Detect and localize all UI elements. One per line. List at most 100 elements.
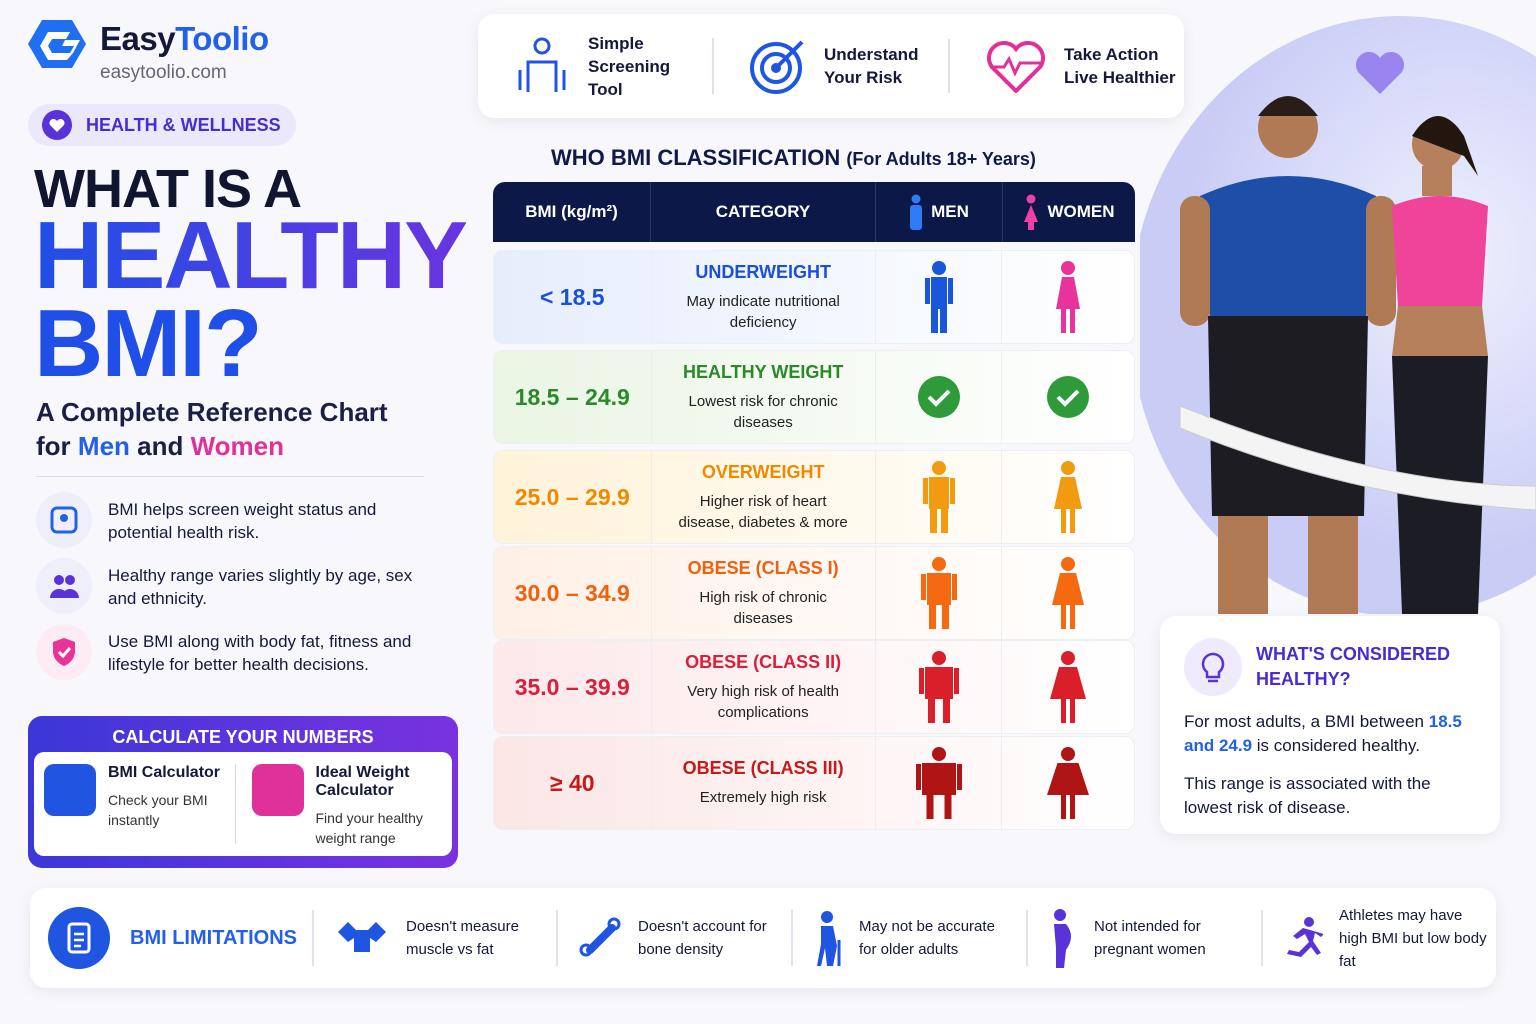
tool[interactable]: BMI Calculator Check your BMI instantly	[44, 764, 236, 844]
figure-head	[1061, 747, 1076, 761]
bmi-cell: < 18.5	[494, 251, 652, 343]
category-name: OVERWEIGHT	[701, 461, 825, 482]
healthy-text: For most adults, a BMI between 18.5 and …	[1184, 710, 1476, 758]
header-cell: MEN	[876, 182, 1003, 242]
men-figure	[924, 261, 953, 333]
scale-icon	[50, 506, 78, 534]
subtitle-prefix: for	[36, 431, 71, 461]
healthy-title-row: WHAT'S CONSIDERED HEALTHY?	[1184, 638, 1476, 696]
limitation-text: Not intended for pregnant women	[1094, 918, 1206, 958]
divider	[36, 476, 424, 477]
women-icon	[1024, 194, 1039, 230]
brand-url: easytoolio.com	[100, 62, 227, 83]
limitation-text: Athletes may have high BMI but low body …	[1339, 906, 1487, 970]
bmi-range: < 18.5	[539, 283, 605, 310]
tool-icon	[44, 764, 96, 816]
limitation-text: Doesn't account for bone density	[638, 918, 767, 958]
women-cell	[1002, 641, 1134, 733]
men-figure	[920, 557, 957, 629]
subtitle-women: Women	[190, 431, 285, 461]
check-mark	[927, 389, 951, 407]
highlights: Simple Screening Tool Understand Your Ri…	[478, 14, 1184, 118]
category-desc: Lowest risk for chronic diseases	[688, 392, 838, 431]
category-desc: Extremely high risk	[699, 789, 827, 806]
figure-body	[1054, 477, 1083, 533]
limitations-header: BMI LIMITATIONS	[30, 907, 312, 969]
figure-body	[1050, 667, 1087, 723]
figure-head	[1061, 461, 1076, 475]
subtitle-joiner: and	[137, 431, 184, 461]
tool[interactable]: Ideal Weight Calculator Find your healthy…	[236, 764, 443, 846]
point-icon	[36, 492, 92, 548]
women-cell	[1002, 451, 1134, 543]
header-text: MEN	[931, 202, 969, 221]
women-figure	[1054, 461, 1083, 533]
point-icon	[36, 624, 92, 680]
bmi-range: 25.0 – 29.9	[514, 483, 630, 510]
figure-head	[931, 557, 946, 571]
check-circle	[917, 376, 960, 418]
men-cell	[876, 351, 1003, 443]
bmi-cell: 35.0 – 39.9	[494, 641, 652, 733]
healthy-note: This range is associated with the lowest…	[1184, 774, 1431, 817]
brand-first: Easy	[100, 20, 176, 57]
figure-head	[931, 747, 946, 761]
header-cell: WOMEN	[1003, 182, 1135, 242]
figure-head	[1061, 651, 1076, 665]
clipboard-icon	[48, 907, 110, 969]
tool-desc: Check your BMI instantly	[108, 792, 208, 828]
hero-art	[1140, 16, 1536, 614]
header-cell: CATEGORY	[651, 182, 876, 242]
table-title-text: WHO BMI CLASSIFICATION	[551, 145, 841, 170]
category-desc: High risk of chronic diseases	[699, 588, 827, 627]
women-figure	[1047, 747, 1090, 819]
brand-name: EasyToolio	[100, 20, 269, 58]
women-cell	[1002, 737, 1134, 829]
check-mark	[1056, 389, 1080, 407]
runner-icon	[1287, 917, 1323, 957]
header-cell: BMI (kg/m²)	[493, 182, 651, 242]
women-figure	[1050, 651, 1087, 723]
tool-name: BMI Calculator	[108, 764, 221, 781]
figure-head	[931, 651, 946, 665]
men-cell	[876, 451, 1003, 543]
figure-head	[931, 461, 946, 475]
subtitle-line: A Complete Reference Chart	[36, 397, 388, 427]
key-point: BMI helps screen weight status and poten…	[36, 492, 436, 548]
limitations: BMI LIMITATIONS Doesn't measure muscle v…	[30, 888, 1496, 988]
point-text: Use BMI along with body fat, fitness and…	[108, 632, 412, 674]
category-name: OBESE (CLASS II)	[685, 651, 842, 672]
table-row: < 18.5 UNDERWEIGHT May indicate nutritiona…	[493, 250, 1135, 344]
category-name: OBESE (CLASS I)	[687, 557, 839, 578]
men-cell	[876, 641, 1003, 733]
limitation-text: Doesn't measure muscle vs fat	[406, 918, 519, 958]
category-cell: OBESE (CLASS I) High risk of chronic dise…	[652, 547, 876, 639]
highlight: Understand Your Risk	[712, 38, 948, 94]
highlight: Take Action Live Healthier	[948, 39, 1184, 93]
muscle-icon	[338, 922, 386, 952]
figure-body	[922, 477, 955, 533]
limitation: Not intended for pregnant women	[1026, 909, 1261, 968]
table-row: 25.0 – 29.9 OVERWEIGHT Higher risk of hear…	[493, 450, 1135, 544]
bmi-cell: 18.5 – 24.9	[494, 351, 652, 443]
people-icon	[50, 575, 79, 598]
figure-head	[931, 261, 946, 275]
shield-icon	[53, 638, 75, 666]
table-row: 35.0 – 39.9 OBESE (CLASS II) Very high ris…	[493, 640, 1135, 734]
men-cell	[876, 547, 1003, 639]
point-text: BMI helps screen weight status and poten…	[108, 500, 377, 542]
highlight: Simple Screening Tool	[478, 32, 712, 101]
figure-body	[924, 277, 953, 333]
category-name: UNDERWEIGHT	[695, 261, 831, 282]
bulb-icon	[1184, 638, 1242, 696]
limitation: May not be accurate for older adults	[791, 910, 1026, 966]
person-icon	[518, 37, 566, 92]
bmi-range: 35.0 – 39.9	[514, 673, 630, 700]
healthy-range: 18.5 and 24.9	[1184, 712, 1462, 755]
headline-3: BMI?	[34, 290, 263, 397]
figure-body	[915, 763, 962, 819]
healthy-text-after: is considered healthy.	[1256, 736, 1420, 755]
check-icon	[1047, 376, 1090, 418]
calculators-title: CALCULATE YOUR NUMBERS	[112, 727, 374, 747]
